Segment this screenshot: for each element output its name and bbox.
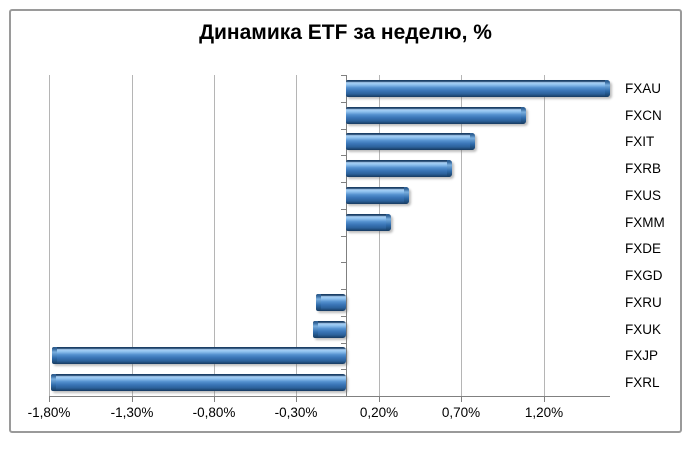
x-axis-tick (132, 396, 133, 402)
bar-fxmm (346, 213, 391, 231)
category-axis-tick (341, 209, 346, 210)
category-label-fxde: FXDE (625, 241, 662, 257)
x-tick-label: 0,20% (359, 405, 399, 420)
x-axis-tick (379, 396, 380, 402)
x-axis-tick (544, 396, 545, 402)
category-axis-tick (341, 316, 346, 317)
category-label-fxit: FXIT (625, 134, 655, 150)
category-axis-line (346, 75, 347, 396)
category-axis-tick (341, 155, 346, 156)
category-axis-tick (341, 369, 346, 370)
gridline (214, 75, 215, 396)
bar-fxrb (346, 160, 452, 178)
bar-fxau (346, 79, 610, 97)
category-label-fxru: FXRU (625, 294, 662, 310)
bar-fxuk (313, 320, 346, 338)
category-label-fxus: FXUS (625, 187, 662, 203)
category-axis-tick (341, 236, 346, 237)
x-tick-label: -0,30% (274, 405, 318, 420)
gridline (49, 75, 50, 396)
category-axis-tick (341, 75, 346, 76)
x-axis-tick (214, 396, 215, 402)
x-axis-line (49, 396, 610, 397)
category-axis-tick (341, 396, 346, 397)
gridline (461, 75, 462, 396)
gridline (296, 75, 297, 396)
bar-fxrl (50, 374, 346, 392)
category-axis-tick (341, 102, 346, 103)
category-label-fxrb: FXRB (625, 161, 662, 177)
bar-fxus (346, 186, 409, 204)
bar-fxjp (52, 347, 346, 365)
category-label-fxgd: FXGD (625, 268, 663, 284)
category-label-fxau: FXAU (625, 80, 662, 96)
chart-title: Динамика ETF за неделю, % (199, 21, 492, 44)
category-label-fxrl: FXRL (625, 375, 660, 391)
gridline (379, 75, 380, 396)
x-axis-tick (296, 396, 297, 402)
category-label-fxjp: FXJP (625, 348, 659, 364)
x-axis-tick (461, 396, 462, 402)
category-axis-tick (341, 343, 346, 344)
x-axis-tick (49, 396, 50, 402)
category-label-fxcn: FXCN (625, 107, 662, 123)
x-tick-label: 1,20% (524, 405, 564, 420)
category-label-fxuk: FXUK (625, 321, 662, 337)
gridline (544, 75, 545, 396)
category-axis-tick (341, 262, 346, 263)
bar-fxcn (346, 106, 526, 124)
bar-fxru (316, 293, 346, 311)
category-axis-tick (341, 182, 346, 183)
category-axis-tick (341, 289, 346, 290)
x-tick-label: -0,80% (192, 405, 236, 420)
bar-fxit (346, 133, 475, 151)
gridline (132, 75, 133, 396)
x-tick-label: -1,30% (110, 405, 154, 420)
category-axis-tick (341, 129, 346, 130)
x-tick-label: -1,80% (27, 405, 71, 420)
category-label-fxmm: FXMM (625, 214, 665, 230)
x-tick-label: 0,70% (441, 405, 481, 420)
